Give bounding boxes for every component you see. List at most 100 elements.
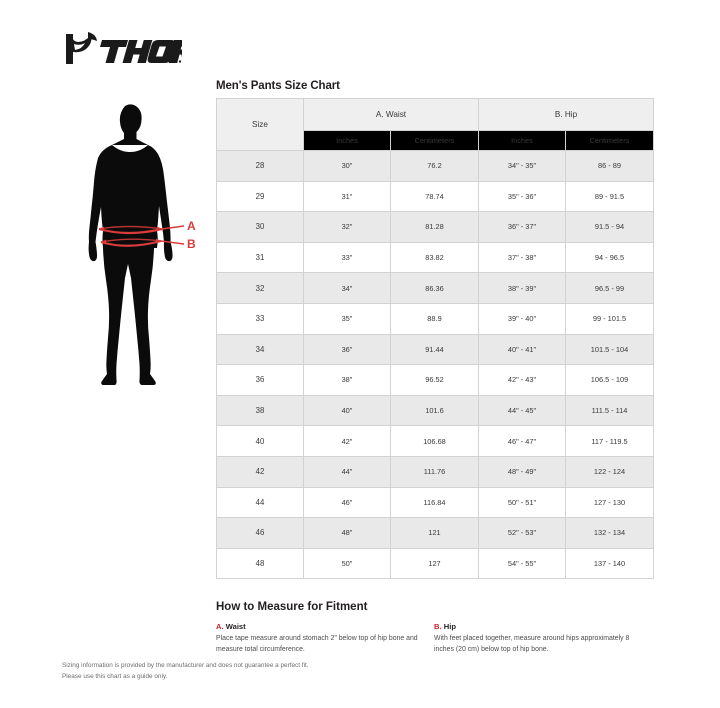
- cell-hip-in: 38" - 39": [478, 272, 566, 304]
- column-header-hip-inches: Inches: [478, 130, 566, 151]
- marker-b: B.: [434, 622, 442, 632]
- cell-waist-cm: 83.82: [390, 241, 479, 274]
- cell-hip-cm: 94 - 96.5: [564, 241, 655, 274]
- table-row: 33 35" 88.9 39" - 40" 99 - 101.5: [216, 302, 655, 335]
- cell-size: 36: [216, 364, 304, 396]
- cell-hip-in: 54" - 55": [478, 547, 566, 580]
- column-header-waist-centimeters: Centimeters: [390, 130, 479, 151]
- cell-size: 44: [216, 486, 304, 519]
- size-chart-table: Size A. Waist B. Hip Inches Centimeters …: [216, 97, 655, 580]
- cell-hip-cm: 122 - 124: [564, 455, 655, 488]
- cell-waist-cm: 127: [390, 547, 479, 580]
- disclaimer-line-2: Please use this chart as a guide only.: [62, 672, 168, 680]
- table-row: 28 30" 76.2 34" - 35" 86 - 89: [216, 150, 655, 182]
- cell-hip-cm: 89 - 91.5: [564, 180, 655, 213]
- cell-waist-cm: 111.76: [390, 455, 479, 488]
- how-to-measure-title: How to Measure for Fitment: [216, 601, 368, 614]
- cell-waist-cm: 88.9: [390, 302, 479, 335]
- cell-hip-cm: 106.5 - 109: [564, 364, 655, 396]
- cell-size: 30: [216, 211, 304, 243]
- chart-content: Men's Pants Size Chart Size A. Waist B. …: [216, 80, 655, 656]
- column-group-hip: B. Hip: [477, 97, 655, 132]
- cell-waist-in: 48": [303, 517, 391, 549]
- cell-hip-cm: 86 - 89: [564, 150, 655, 182]
- cell-size: 38: [216, 394, 304, 427]
- cell-waist-in: 31": [303, 180, 391, 213]
- marker-b-name: Hip: [443, 622, 456, 632]
- cell-size: 48: [216, 547, 304, 580]
- table-row: 46 48" 121 52" - 53" 132 - 134: [216, 517, 655, 549]
- cell-hip-in: 37" - 38": [478, 241, 566, 274]
- marker-a: A.: [216, 622, 224, 632]
- cell-hip-cm: 111.5 - 114: [564, 394, 655, 427]
- cell-waist-in: 42": [303, 425, 391, 457]
- hip-measurement-line-b: B: [100, 237, 196, 251]
- cell-waist-cm: 81.28: [390, 211, 479, 243]
- cell-waist-cm: 76.2: [390, 150, 479, 182]
- cell-size: 46: [216, 517, 304, 549]
- column-header-hip-centimeters: Centimeters: [564, 130, 655, 151]
- cell-waist-cm: 96.52: [390, 364, 479, 396]
- table-row: 32 34" 86.36 38" - 39" 96.5 - 99: [216, 272, 655, 304]
- cell-hip-in: 34" - 35": [478, 150, 566, 182]
- cell-waist-cm: 106.68: [390, 425, 479, 457]
- cell-waist-in: 36": [303, 333, 391, 366]
- cell-size: 40: [216, 425, 304, 457]
- how-to-label-hip: B. Hip: [434, 622, 640, 631]
- cell-hip-in: 36" - 37": [478, 211, 566, 243]
- cell-hip-cm: 91.5 - 94: [564, 211, 655, 243]
- cell-hip-cm: 96.5 - 99: [564, 272, 655, 304]
- cell-waist-in: 50": [303, 547, 391, 580]
- cell-hip-cm: 127 - 130: [564, 486, 655, 519]
- cell-hip-cm: 117 - 119.5: [564, 425, 655, 457]
- cell-size: 33: [216, 302, 304, 335]
- cell-hip-cm: 132 - 134: [564, 517, 655, 549]
- waist-measurement-line-a: A: [98, 219, 196, 235]
- cell-hip-in: 50" - 51": [478, 486, 566, 519]
- table-body: 28 30" 76.2 34" - 35" 86 - 89 29 31" 78.74 35" -…: [216, 150, 655, 580]
- cell-hip-cm: 99 - 101.5: [564, 302, 655, 335]
- cell-waist-cm: 91.44: [390, 333, 479, 366]
- cell-waist-in: 30": [303, 150, 391, 182]
- cell-hip-in: 42" - 43": [478, 364, 566, 396]
- cell-waist-in: 35": [303, 302, 391, 335]
- brand-logo: [62, 28, 182, 70]
- column-header-size: Size: [216, 98, 304, 151]
- table-row: 38 40" 101.6 44" - 45" 111.5 - 114: [216, 394, 655, 427]
- thor-logo-icon: [66, 32, 182, 64]
- how-to-body-waist: Place tape measure around stomach 2" bel…: [216, 635, 418, 654]
- cell-size: 28: [216, 150, 304, 182]
- male-silhouette-icon: [88, 104, 173, 385]
- cell-size: 29: [216, 180, 304, 213]
- cell-waist-in: 40": [303, 394, 391, 427]
- table-head: Size A. Waist B. Hip Inches Centimeters …: [216, 97, 655, 151]
- column-header-waist-inches: Inches: [303, 130, 391, 151]
- table-row: 40 42" 106.68 46" - 47" 117 - 119.5: [216, 425, 655, 457]
- cell-waist-in: 46": [303, 486, 391, 519]
- table-row: 44 46" 116.84 50" - 51" 127 - 130: [216, 486, 655, 519]
- table-row: 31 33" 83.82 37" - 38" 94 - 96.5: [216, 241, 655, 274]
- disclaimer: Sizing information is provided by the ma…: [62, 661, 482, 682]
- table-row: 30 32" 81.28 36" - 37" 91.5 - 94: [216, 211, 655, 243]
- cell-waist-in: 34": [303, 272, 391, 304]
- column-group-waist: A. Waist: [303, 97, 479, 132]
- cell-waist-in: 33": [303, 241, 391, 274]
- figure-label-a: A: [187, 219, 196, 233]
- table-row: 48 50" 127 54" - 55" 137 - 140: [216, 547, 655, 580]
- disclaimer-line-1: Sizing information is provided by the ma…: [62, 662, 309, 669]
- cell-hip-in: 44" - 45": [478, 394, 566, 427]
- how-to-measure-section: How to Measure for Fitment A. Waist Plac…: [216, 601, 653, 655]
- table-row: 36 38" 96.52 42" - 43" 106.5 - 109: [216, 364, 655, 396]
- cell-waist-cm: 121: [390, 517, 479, 549]
- cell-hip-in: 39" - 40": [478, 302, 566, 335]
- cell-hip-in: 35" - 36": [478, 180, 566, 213]
- cell-waist-in: 32": [303, 211, 391, 243]
- cell-waist-cm: 78.74: [390, 180, 479, 213]
- cell-size: 32: [216, 272, 304, 304]
- cell-waist-cm: 101.6: [390, 394, 479, 427]
- cell-hip-in: 46" - 47": [478, 425, 566, 457]
- cell-hip-in: 48" - 49": [478, 455, 566, 488]
- table-header-row-groups: Size A. Waist B. Hip: [216, 97, 655, 151]
- table-header-row-units: Inches Centimeters Inches Centimeters: [217, 130, 655, 151]
- cell-waist-cm: 116.84: [390, 486, 479, 519]
